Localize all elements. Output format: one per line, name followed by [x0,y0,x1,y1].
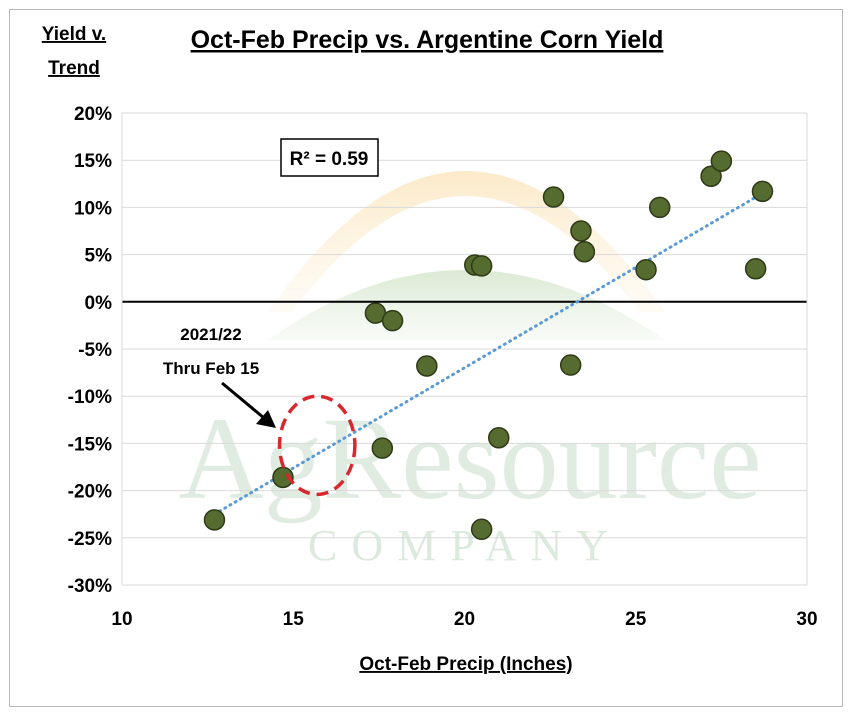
data-point [371,437,394,459]
data-point [542,186,565,208]
data-point [635,258,657,281]
y-tick-label: 5% [85,246,113,267]
data-point [470,518,493,541]
y-tick-label: -5% [78,340,112,361]
y-tick-label: 0% [85,293,113,314]
y-tick-label: 20% [74,104,112,125]
watermark-word: AgResource [178,393,761,524]
trendline [212,191,764,516]
y-tick-label: -30% [68,576,112,597]
data-point [203,509,226,531]
annotation-group: 2021/22 Thru Feb 15 [163,325,357,497]
y-tick-label: 10% [74,198,112,219]
chart-title: Oct-Feb Precip vs. Argentine Corn Yield [191,26,664,54]
y-tick-label: -20% [68,482,112,503]
data-point [570,220,592,242]
annotation-line-1: 2021/22 [180,325,241,344]
data-points [203,150,774,541]
highlight-ellipse [277,394,357,497]
data-point [751,180,774,203]
data-point [700,165,722,187]
y-tick-label: -10% [68,387,112,408]
r-squared-label: R² = 0.59 [290,149,369,170]
y-axis-ticks: 20% 15% 10% 5% 0% -5% -10% -15% -20% -25% -30% [68,104,112,597]
y-tick-label: -15% [68,434,112,455]
data-point [573,241,596,263]
data-point [381,309,404,332]
watermark-sub: COMPANY [308,521,622,570]
x-tick-label: 25 [625,609,647,630]
data-point [648,196,671,219]
x-tick-label: 20 [454,609,475,630]
x-tick-label: 10 [111,609,132,630]
y-axis-title-line1: Yield v. [42,24,106,45]
y-tick-label: 15% [74,151,112,172]
r-squared-box: R² = 0.59 [280,138,379,177]
data-point [416,355,438,377]
x-axis-title: Oct-Feb Precip (Inches) [359,654,572,675]
data-point [710,150,733,172]
y-axis-title-line2: Trend [48,58,100,79]
y-tick-label: -25% [68,529,112,550]
data-point [559,354,582,376]
annotation-arrow-shaft [221,381,265,420]
data-point [744,258,767,280]
trendline-path [212,191,764,516]
data-point [488,426,510,449]
data-point [470,255,493,277]
annotation-arrow-head [256,410,276,428]
x-axis-ticks: 10 15 20 25 30 [111,609,817,630]
x-tick-label: 30 [796,609,817,630]
annotation-line-2: Thru Feb 15 [163,359,259,378]
watermark-logo [268,171,665,340]
x-tick-label: 15 [283,609,305,630]
